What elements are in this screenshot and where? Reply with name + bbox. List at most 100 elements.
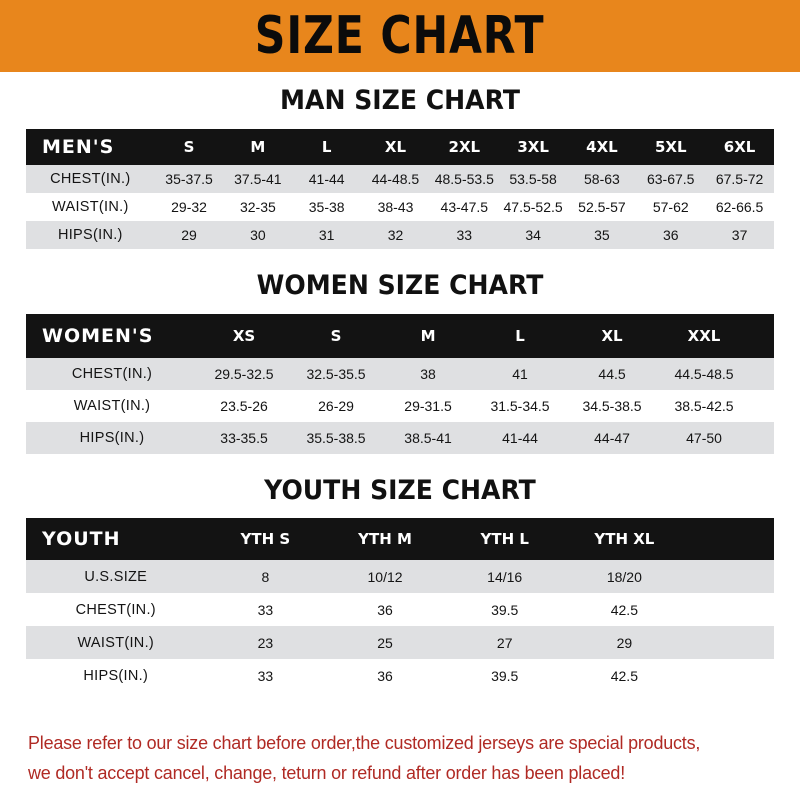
row-spacer	[684, 560, 774, 593]
man-section-title: MAN SIZE CHART	[280, 85, 520, 116]
cell: 14/16	[487, 568, 523, 585]
youth-column-header: YTH M	[358, 530, 412, 548]
row-label: WAIST(IN.)	[73, 398, 151, 414]
cell: 33	[257, 601, 274, 618]
row-spacer	[684, 593, 774, 626]
cell: 41-44	[308, 171, 345, 187]
youth-section-title: YOUTH SIZE CHART	[264, 475, 536, 506]
youth-corner-label: YOUTH	[42, 528, 121, 550]
women-table-head: WOMEN'S XS S M L XL XXL	[26, 314, 774, 358]
cell: 32.5-35.5	[306, 366, 366, 382]
page-banner: SIZE CHART	[0, 0, 800, 72]
row-spacer	[750, 422, 774, 454]
row-label: HIPS(IN.)	[79, 430, 145, 446]
row-label: HIPS(IN.)	[83, 667, 149, 684]
youth-header-row: YOUTH YTH S YTH M YTH L YTH XL	[26, 518, 774, 560]
table-row: WAIST(IN.) 23 25 27 29	[26, 626, 774, 659]
cell: 53.5-58	[509, 171, 557, 187]
youth-column-header: YTH XL	[594, 530, 655, 548]
table-row: WAIST(IN.) 29-32 32-35 35-38 38-43 43-47…	[26, 193, 774, 221]
cell: 35	[594, 227, 610, 243]
cell: 29-31.5	[404, 398, 452, 414]
youth-size-table-wrapper: YOUTH YTH S YTH M YTH L YTH XL U.S.SIZE …	[26, 518, 774, 692]
row-spacer	[684, 659, 774, 692]
cell: 38.5-42.5	[674, 398, 734, 414]
women-column-header: XL	[601, 327, 623, 345]
cell: 38.5-41	[404, 430, 452, 446]
table-row: CHEST(IN.) 29.5-32.5 32.5-35.5 38 41 44.…	[26, 358, 774, 390]
cell: 41	[512, 366, 528, 382]
women-section-title: WOMEN SIZE CHART	[256, 270, 544, 301]
man-column-header: 6XL	[723, 138, 756, 156]
youth-header-spacer	[684, 518, 774, 560]
youth-column-header: YTH S	[240, 530, 291, 548]
man-column-header: 4XL	[586, 138, 618, 156]
cell: 35-38	[308, 199, 345, 215]
cell: 33	[456, 227, 473, 243]
cell: 27	[496, 634, 513, 651]
man-column-header: 3XL	[517, 138, 549, 156]
women-size-table-wrapper: WOMEN'S XS S M L XL XXL CHEST(IN.) 29.5-…	[26, 314, 774, 454]
youth-table-head: YOUTH YTH S YTH M YTH L YTH XL	[26, 518, 774, 560]
cell: 31.5-34.5	[490, 398, 550, 414]
row-spacer	[750, 358, 774, 390]
man-column-header: M	[250, 138, 266, 156]
table-row: U.S.SIZE 8 10/12 14/16 18/20	[26, 560, 774, 593]
cell: 31	[318, 227, 335, 243]
cell: 38-43	[377, 199, 414, 215]
man-table-head: MEN'S S M L XL 2XL 3XL 4XL 5XL 6XL	[26, 129, 774, 165]
row-spacer	[750, 390, 774, 422]
cell: 36	[377, 667, 393, 684]
row-label: WAIST(IN.)	[52, 199, 129, 215]
table-row: WAIST(IN.) 23.5-26 26-29 29-31.5 31.5-34…	[26, 390, 774, 422]
row-label: CHEST(IN.)	[50, 171, 131, 187]
man-size-table: MEN'S S M L XL 2XL 3XL 4XL 5XL 6XL CHEST…	[26, 129, 774, 249]
women-size-table: WOMEN'S XS S M L XL XXL CHEST(IN.) 29.5-…	[26, 314, 774, 454]
youth-column-header: YTH L	[480, 530, 529, 548]
cell: 67.5-72	[715, 171, 764, 187]
cell: 26-29	[318, 398, 354, 414]
cell: 63-67.5	[646, 171, 695, 187]
women-column-header: S	[330, 327, 342, 345]
cell: 36	[662, 227, 679, 243]
women-column-header: XS	[232, 327, 256, 345]
man-table-body: CHEST(IN.) 35-37.5 37.5-41 41-44 44-48.5…	[26, 165, 774, 249]
cell: 48.5-53.5	[434, 171, 494, 187]
cell: 33-35.5	[220, 430, 268, 446]
page-title: SIZE CHART	[255, 6, 545, 66]
row-label: CHEST(IN.)	[71, 366, 153, 382]
row-label: HIPS(IN.)	[57, 227, 123, 243]
table-row: HIPS(IN.) 33-35.5 35.5-38.5 38.5-41 41-4…	[26, 422, 774, 454]
cell: 34.5-38.5	[582, 398, 642, 414]
cell: 23	[257, 634, 274, 651]
cell: 47.5-52.5	[503, 199, 563, 215]
cell: 37	[731, 227, 748, 243]
cell: 29-32	[171, 199, 207, 215]
cell: 30	[250, 227, 266, 243]
man-column-header: L	[321, 138, 332, 156]
man-size-table-wrapper: MEN'S S M L XL 2XL 3XL 4XL 5XL 6XL CHEST…	[26, 129, 774, 249]
cell: 43-47.5	[440, 199, 489, 215]
cell: 34	[525, 227, 541, 243]
cell: 44-47	[594, 430, 630, 446]
man-corner-label: MEN'S	[42, 136, 115, 158]
row-label: WAIST(IN.)	[77, 634, 155, 651]
cell: 23.5-26	[220, 398, 268, 414]
cell: 44.5-48.5	[674, 366, 734, 382]
cell: 10/12	[367, 568, 403, 585]
footer-line-2: we don't accept cancel, change, teturn o…	[28, 762, 626, 783]
cell: 39.5	[491, 601, 519, 618]
cell: 18/20	[606, 568, 642, 585]
row-label: CHEST(IN.)	[75, 601, 156, 618]
women-header-spacer	[750, 314, 774, 358]
table-row: HIPS(IN.) 29 30 31 32 33 34 35 36 37	[26, 221, 774, 249]
cell: 8	[261, 568, 270, 585]
man-column-header: S	[183, 138, 195, 156]
youth-size-table: YOUTH YTH S YTH M YTH L YTH XL U.S.SIZE …	[26, 518, 774, 692]
women-header-row: WOMEN'S XS S M L XL XXL	[26, 314, 774, 358]
cell: 38	[420, 366, 436, 382]
table-row: CHEST(IN.) 35-37.5 37.5-41 41-44 44-48.5…	[26, 165, 774, 193]
women-column-header: M	[420, 327, 436, 345]
row-label: U.S.SIZE	[84, 568, 148, 585]
